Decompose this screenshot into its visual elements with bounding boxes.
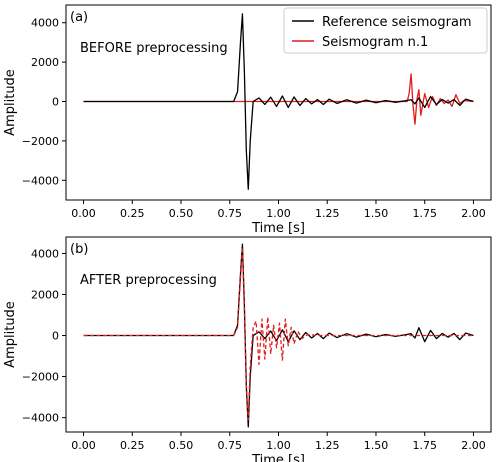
- x-tick-label-b: 2.00: [461, 439, 486, 452]
- y-axis-label-b: Amplitude: [3, 301, 18, 368]
- x-tick-label-a: 2.00: [461, 207, 486, 220]
- x-tick-label-b: 0.50: [169, 439, 194, 452]
- panel-label-b: (b): [70, 242, 88, 257]
- x-tick-label-a: 1.75: [412, 207, 437, 220]
- y-tick-label-b: −2000: [22, 371, 59, 384]
- annotation-a: BEFORE preprocessing: [80, 41, 228, 56]
- legend-box: [283, 7, 488, 54]
- x-axis-label-b: Time [s]: [251, 453, 305, 462]
- series-line-reference-a: [83, 13, 474, 190]
- x-tick-label-a: 0.75: [218, 207, 243, 220]
- y-tick-label-a: −4000: [22, 174, 59, 187]
- legend: Reference seismogram Seismogram n.1: [283, 7, 488, 54]
- annotation-b: AFTER preprocessing: [80, 273, 217, 288]
- x-tick-label-a: 0.50: [169, 207, 194, 220]
- x-tick-label-b: 0.00: [71, 439, 96, 452]
- series-group-b: [83, 243, 474, 428]
- panel-label-a: (a): [70, 10, 88, 25]
- x-tick-label-a: 1.00: [266, 207, 291, 220]
- axes-frame-b: [65, 236, 492, 433]
- x-tick-label-a: 1.25: [315, 207, 340, 220]
- x-tick-label-b: 1.00: [266, 439, 291, 452]
- y-tick-label-a: 2000: [31, 56, 59, 69]
- y-tick-label-a: 4000: [31, 17, 59, 30]
- legend-label-seismogram-n1: Seismogram n.1: [322, 35, 428, 50]
- x-tick-label-b: 0.75: [218, 439, 243, 452]
- x-tick-label-a: 1.50: [364, 207, 389, 220]
- x-tick-label-a: 0.25: [120, 207, 145, 220]
- x-tick-label-a: 0.00: [71, 207, 96, 220]
- panel-a: 0.00 0.25 0.50 0.75 1.00 1.25 1.50 1.75 2.00 −400…: [3, 4, 492, 236]
- y-tick-label-b: −4000: [22, 412, 59, 425]
- legend-label-reference: Reference seismogram: [322, 15, 472, 30]
- series-line-reference-b: [83, 243, 474, 428]
- series-group-a: [83, 13, 474, 190]
- y-tick-label-a: 0: [52, 96, 59, 109]
- x-tick-label-b: 1.50: [364, 439, 389, 452]
- x-tick-label-b: 0.25: [120, 439, 145, 452]
- y-tick-label-b: 0: [52, 330, 59, 343]
- series-line-seismogram-n1-b: [83, 246, 474, 421]
- y-tick-label-b: 4000: [31, 247, 59, 260]
- series-line-seismogram-n1-a: [83, 73, 474, 125]
- y-tick-label-b: 2000: [31, 288, 59, 301]
- y-axis-label-a: Amplitude: [3, 69, 18, 136]
- x-axis-label-a: Time [s]: [251, 221, 305, 236]
- x-tick-label-b: 1.25: [315, 439, 340, 452]
- y-tick-label-a: −2000: [22, 135, 59, 148]
- panel-b: 0.00 0.25 0.50 0.75 1.00 1.25 1.50 1.75 2.00 −400…: [3, 236, 492, 462]
- x-tick-label-b: 1.75: [412, 439, 437, 452]
